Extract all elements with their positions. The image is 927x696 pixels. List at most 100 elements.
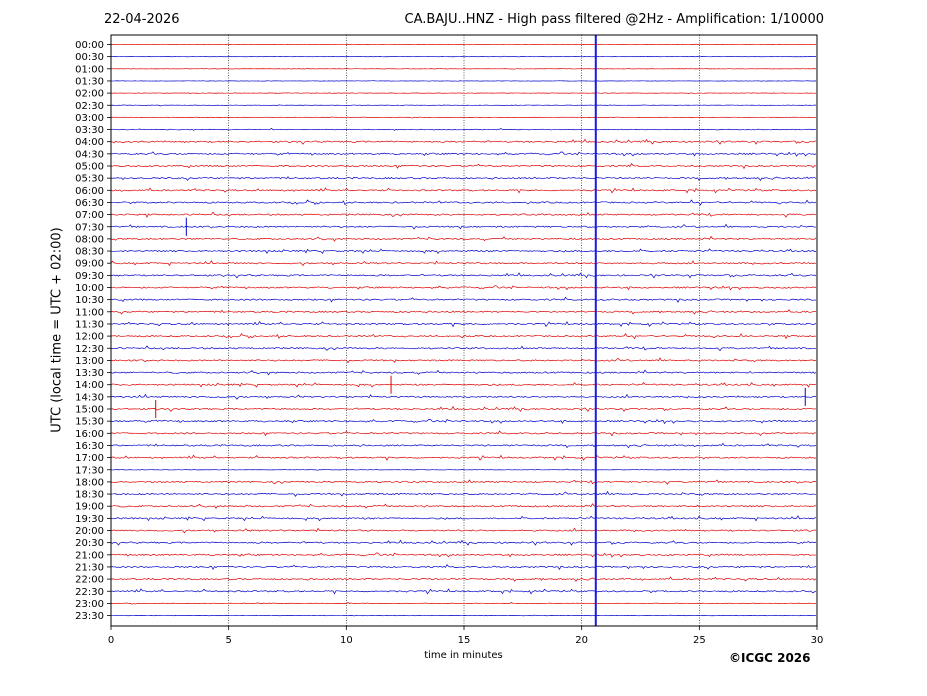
y-tick-label-11:30: 11:30	[75, 319, 104, 330]
y-tick-label-10:30: 10:30	[75, 295, 104, 306]
y-tick-label-03:00: 03:00	[75, 113, 104, 124]
y-tick-label-01:30: 01:30	[75, 76, 104, 87]
x-tick-label-10: 10	[340, 635, 353, 646]
date-label: 22-04-2026	[104, 12, 180, 27]
trace-06:30	[110, 199, 817, 206]
trace-20:30	[110, 539, 817, 546]
x-tick-label-15: 15	[458, 635, 471, 646]
y-tick-label-12:00: 12:00	[75, 332, 104, 343]
trace-07:30	[110, 223, 817, 230]
y-tick-label-15:30: 15:30	[75, 417, 104, 428]
y-tick-label-11:00: 11:00	[75, 307, 104, 318]
trace-22:30	[110, 588, 817, 595]
trace-14:30	[110, 393, 817, 400]
trace-00:30	[110, 55, 817, 58]
trace-05:30	[110, 176, 817, 181]
trace-14:00	[110, 382, 817, 388]
x-tick-label-20: 20	[575, 635, 588, 646]
trace-22:00	[110, 576, 817, 582]
trace-15:00	[110, 405, 817, 413]
y-tick-label-14:00: 14:00	[75, 380, 104, 391]
y-tick-label-00:00: 00:00	[75, 40, 104, 51]
trace-19:00	[110, 503, 817, 510]
trace-08:00	[110, 235, 817, 242]
y-tick-label-04:30: 04:30	[75, 149, 104, 160]
trace-16:00	[110, 430, 817, 437]
trace-18:00	[110, 479, 817, 485]
trace-09:30	[110, 272, 817, 279]
y-tick-label-16:30: 16:30	[75, 441, 104, 452]
y-tick-label-23:00: 23:00	[75, 599, 104, 610]
x-tick-layer: 0 5 10 15 20 25 30	[108, 626, 824, 646]
y-tick-label-08:00: 08:00	[75, 234, 104, 245]
trace-04:00	[110, 138, 817, 145]
y-tick-label-03:30: 03:30	[75, 125, 104, 136]
y-tick-label-23:30: 23:30	[75, 611, 104, 622]
trace-12:00	[110, 333, 817, 340]
chart-title: CA.BAJU..HNZ - High pass filtered @2Hz -…	[404, 12, 825, 27]
trace-04:30	[110, 151, 817, 157]
y-tick-label-09:30: 09:30	[75, 271, 104, 282]
trace-08:30	[110, 248, 817, 255]
trace-21:00	[110, 552, 817, 558]
trace-01:30	[110, 80, 817, 82]
grid-layer	[228, 35, 700, 626]
trace-01:00	[110, 67, 817, 70]
y-tick-label-21:00: 21:00	[75, 550, 104, 561]
y-tick-label-14:30: 14:30	[75, 392, 104, 403]
y-tick-label-00:30: 00:30	[75, 52, 104, 63]
y-tick-label-21:30: 21:30	[75, 562, 104, 573]
trace-10:00	[110, 285, 817, 291]
trace-02:30	[110, 104, 817, 107]
y-tick-label-01:00: 01:00	[75, 64, 104, 75]
trace-11:00	[110, 309, 817, 315]
y-tick-label-22:00: 22:00	[75, 575, 104, 586]
x-tick-label-30: 30	[811, 635, 824, 646]
y-tick-label-13:30: 13:30	[75, 368, 104, 379]
y-tick-label-17:00: 17:00	[75, 453, 104, 464]
trace-20:00	[110, 527, 817, 534]
y-tick-label-06:30: 06:30	[75, 198, 104, 209]
y-tick-label-20:00: 20:00	[75, 526, 104, 537]
trace-19:30	[110, 515, 817, 522]
trace-00:00	[110, 43, 817, 46]
trace-07:00	[110, 211, 817, 218]
y-tick-label-13:00: 13:00	[75, 356, 104, 367]
trace-23:00	[110, 602, 817, 605]
x-tick-label-25: 25	[693, 635, 706, 646]
x-tick-label-0: 0	[108, 635, 114, 646]
y-tick-label-10:00: 10:00	[75, 283, 104, 294]
y-tick-label-04:00: 04:00	[75, 137, 104, 148]
trace-06:00	[110, 187, 817, 194]
y-tick-label-05:00: 05:00	[75, 162, 104, 173]
y-tick-label-15:00: 15:00	[75, 405, 104, 416]
x-axis-label: time in minutes	[424, 650, 503, 661]
trace-02:00	[110, 92, 817, 95]
trace-09:00	[110, 260, 817, 267]
y-tick-label-18:30: 18:30	[75, 490, 104, 501]
y-tick-label-17:30: 17:30	[75, 465, 104, 476]
trace-15:30	[110, 418, 817, 425]
y-tick-label-02:00: 02:00	[75, 89, 104, 100]
y-tick-label-06:00: 06:00	[75, 186, 104, 197]
trace-10:30	[110, 296, 817, 303]
trace-05:00	[110, 163, 817, 170]
trace-17:30	[110, 468, 817, 471]
trace-03:00	[110, 116, 817, 119]
x-tick-label-5: 5	[225, 635, 231, 646]
trace-21:30	[110, 563, 817, 571]
trace-13:30	[110, 369, 817, 376]
y-tick-label-19:30: 19:30	[75, 514, 104, 525]
copyright-label: ©ICGC 2026	[729, 651, 811, 665]
trace-17:00	[110, 454, 817, 461]
trace-23:30	[111, 614, 817, 617]
trace-layer	[110, 43, 817, 617]
y-tick-label-07:30: 07:30	[75, 222, 104, 233]
y-tick-label-08:30: 08:30	[75, 247, 104, 258]
y-tick-label-05:30: 05:30	[75, 174, 104, 185]
y-tick-label-16:00: 16:00	[75, 429, 104, 440]
y-tick-label-12:30: 12:30	[75, 344, 104, 355]
y-tick-label-22:30: 22:30	[75, 587, 104, 598]
